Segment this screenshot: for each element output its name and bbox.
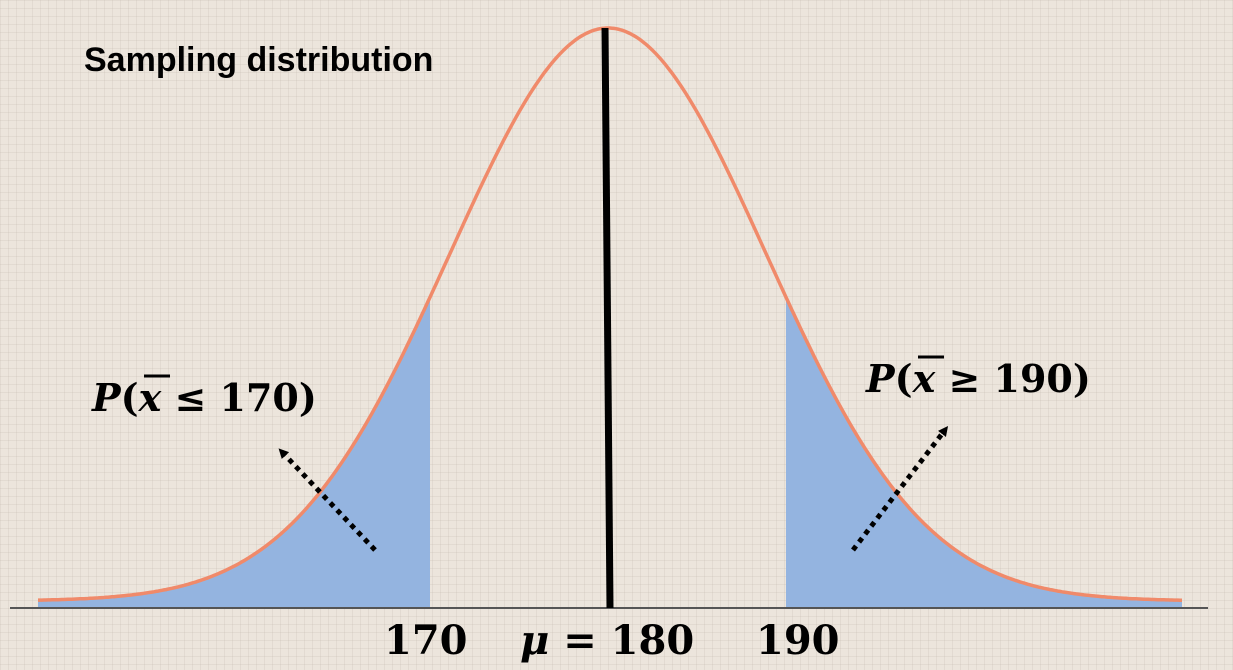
left-pointer-arrow: [278, 448, 377, 552]
left-prob-close: ): [299, 375, 317, 420]
normal-curve: [38, 26, 1182, 602]
right-tail-area: [786, 297, 1182, 608]
mu-equals: =: [549, 617, 610, 664]
right-prob-value: 190: [994, 356, 1073, 401]
tick-label-mu: μ = 180: [520, 617, 694, 664]
tick-label-190: 190: [756, 617, 840, 664]
left-tail-area: [38, 297, 430, 608]
mean-line: [601, 27, 614, 609]
right-prob-p: P: [865, 356, 896, 401]
left-prob-p: P: [91, 375, 122, 420]
mu-value: 180: [611, 617, 695, 664]
left-prob-var: x: [138, 375, 163, 420]
right-prob-var: x: [912, 356, 937, 401]
right-prob-op: ≥: [935, 356, 993, 401]
title: Sampling distribution: [84, 41, 433, 79]
left-prob-open: (: [121, 375, 139, 420]
right-prob-open: (: [895, 356, 913, 401]
left-probability-label: P(x ≤ 170): [91, 375, 317, 420]
left-prob-op: ≤: [161, 375, 219, 420]
left-prob-value: 170: [220, 375, 299, 420]
right-probability-label: P(x ≥ 190): [865, 356, 1091, 401]
mu-symbol: μ: [520, 617, 549, 664]
tick-label-170: 170: [384, 617, 468, 664]
right-prob-close: ): [1073, 356, 1091, 401]
